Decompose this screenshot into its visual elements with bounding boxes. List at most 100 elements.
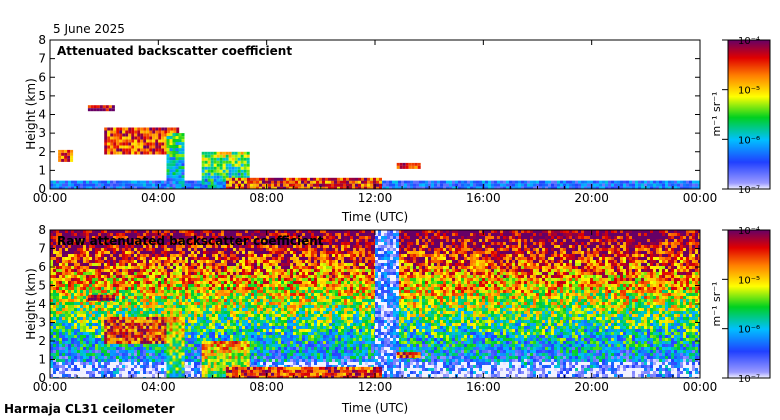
heat-cell [512,180,515,184]
heat-cell [245,302,248,305]
heat-cell [200,254,203,257]
heat-cell [219,184,223,188]
heat-cell [89,347,92,350]
heat-cell [74,353,77,356]
heat-cell [197,371,200,374]
heat-cell [209,290,212,293]
heat-cell [119,302,122,305]
heat-cell [191,365,194,368]
heat-cell [686,183,689,187]
heat-cell [185,341,188,344]
heat-cell [107,359,110,362]
heat-cell [125,293,128,296]
heat-cell [236,308,239,311]
heat-cell [164,314,167,317]
heat-cell [113,148,117,152]
heat-cell [74,305,77,308]
heat-cell [98,281,101,284]
heat-cell [80,350,83,353]
heat-cell [227,257,230,260]
heat-cell [59,335,62,338]
heat-cell [146,344,149,347]
panel-raw-attenuated-backscatter: Raw attenuated backscatter coefficient 0… [24,223,771,415]
heat-cell [65,338,68,341]
heat-cell [56,275,59,278]
heat-cell [191,260,194,263]
heat-cell [221,266,224,269]
heat-cell [182,290,185,293]
heat-cell [98,323,101,326]
heat-cell [56,374,59,377]
heat-cell [251,302,254,305]
heat-cell [200,338,203,341]
heat-cell [125,263,128,266]
heat-cell [104,278,107,281]
heat-cell [74,266,77,269]
heat-cell [137,151,141,155]
heat-cell [236,323,239,326]
heat-cell [194,359,197,362]
heat-cell [361,177,364,181]
heat-cell [560,186,563,189]
heat-cell [92,254,95,257]
heat-cell [155,245,158,248]
heat-cell [128,374,131,377]
heat-cell [271,180,274,184]
heat-cell [569,186,572,189]
heat-cell [245,251,248,254]
heat-cell [172,178,176,182]
heat-cell [83,374,86,377]
heat-cell [95,341,98,344]
heat-cell [86,281,89,284]
heat-cell [65,311,68,314]
heat-cell [191,332,194,335]
heat-cell [146,248,149,251]
heat-cell [170,248,173,251]
heat-cell [201,172,205,176]
heat-cell [169,148,173,152]
heat-cell [119,127,123,131]
heat-cell [185,335,188,338]
heat-cell [251,350,254,353]
heat-cell [188,311,191,314]
heat-cell [116,263,119,266]
heat-cell [346,180,349,184]
heat-cell [215,278,218,281]
heat-cell [101,338,104,341]
heat-cell [647,180,650,184]
heat-cell [203,260,206,263]
heat-cell [437,180,440,184]
heat-cell [340,177,343,181]
heat-cell [137,186,140,189]
heat-cell [200,275,203,278]
heat-cell [548,183,551,187]
heat-cell [53,263,56,266]
heat-cell [71,281,74,284]
heat-cell [575,186,578,189]
heat-cell [236,338,239,341]
heat-cell [56,368,59,371]
heat-cell [169,160,173,164]
heat-cell [77,347,80,350]
heat-cell [125,236,128,239]
heat-cell [197,183,200,187]
heat-cell [65,362,68,365]
heat-cell [182,263,185,266]
heat-cell [203,278,206,281]
heat-cell [95,326,98,329]
heat-cell [254,230,257,233]
heat-cell [98,356,101,359]
heat-cell [71,365,74,368]
heat-cell [254,257,257,260]
heat-cell [242,230,245,233]
heat-cell [185,284,188,287]
heat-cell [310,183,313,187]
heat-cell [158,305,161,308]
heat-cell [155,266,158,269]
heat-cell [233,284,236,287]
heat-cell [233,248,236,251]
heat-cell [215,269,218,272]
heat-cell [539,183,542,187]
heat-cell [113,278,116,281]
heat-cell [122,248,125,251]
